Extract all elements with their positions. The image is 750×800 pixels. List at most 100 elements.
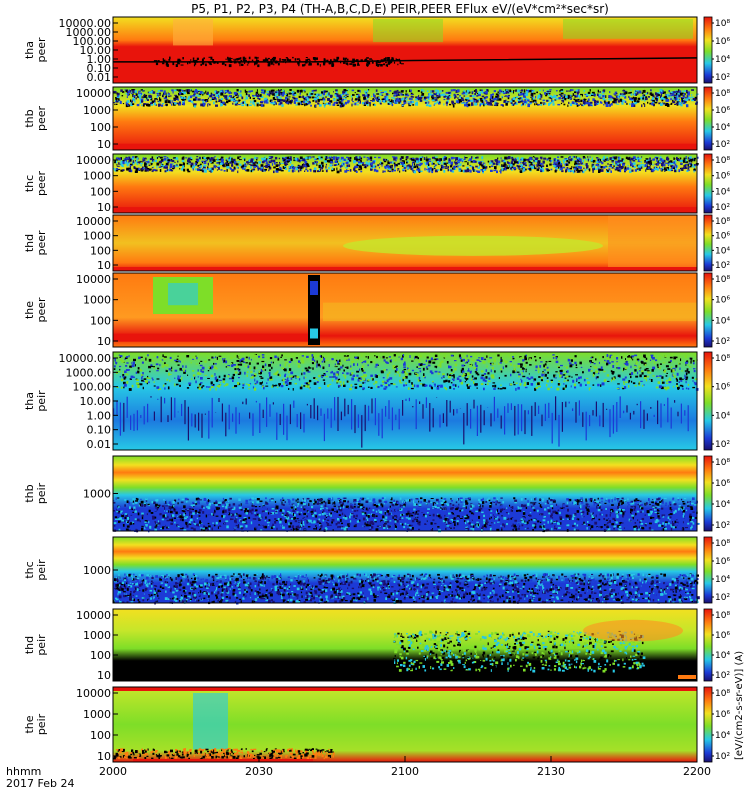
panel-thc-peir: 1000 thc peir: [23, 536, 700, 605]
colorbar-tick-label: 10²: [715, 203, 730, 213]
colorbar-tick-label: 10⁴: [715, 246, 730, 256]
colorbar-scale: [703, 153, 713, 214]
x-tick-label: 2200: [683, 765, 711, 778]
y-tick-label: 100: [90, 314, 111, 327]
colorbar-tick-label: 10²: [715, 521, 730, 531]
colorbar-scale: [703, 686, 713, 763]
y-axis-label-species: peir: [35, 559, 48, 581]
x-axis-label-date: 2017 Feb 24: [6, 777, 74, 790]
y-axis-label-probe: thc: [23, 175, 36, 192]
y-axis-label-probe: the: [23, 715, 36, 733]
speckle-noise: [113, 156, 699, 174]
colorbar-scale: [703, 86, 713, 151]
speckle-noise: [113, 497, 700, 533]
x-axis-label-hhmm: hhmm: [6, 765, 41, 778]
colorbar-tick-label: 10⁸: [715, 19, 730, 29]
y-axis-label-species: peer: [35, 297, 48, 323]
colorbar-scale: [703, 608, 713, 682]
y-tick-label: 1000: [83, 629, 111, 642]
y-tick-label: 1000: [83, 488, 111, 501]
y-tick-label: 1000: [83, 294, 111, 307]
colorbar-thb-peir: 10² 10⁴ 10⁶ 10⁸: [703, 455, 730, 532]
y-tick-label: 10: [97, 669, 111, 682]
colorbar-tick-label: 10⁴: [715, 316, 730, 326]
colorbar-tick-label: 10⁶: [715, 710, 730, 720]
panel-thb-peer: 10000 1000 100 10 thb peer: [23, 86, 699, 151]
y-axis-label-species: peir: [35, 390, 48, 412]
y-axis-label-species: peer: [35, 230, 48, 256]
colorbar-tick-label: 10⁶: [715, 296, 730, 306]
y-axis-label-probe: tha: [23, 392, 36, 410]
x-tick-label: 2030: [245, 765, 273, 778]
colorbar-tha-peir: 10² 10⁴ 10⁶ 10⁸: [703, 351, 730, 451]
colorbar-thb-peer: 10² 10⁴ 10⁶ 10⁸: [703, 86, 730, 151]
colorbar-tick-label: 10⁸: [715, 689, 730, 699]
colorbar-scale: [703, 272, 713, 348]
speckle-noise: [113, 89, 699, 108]
panel-frame: [112, 86, 698, 151]
panel-frame: [112, 608, 698, 682]
panel-the-peer: 10000 1000 100 10 the peer: [23, 272, 698, 348]
y-tick-label: 10: [97, 335, 111, 348]
y-axis-label-species: peer: [35, 37, 48, 63]
colorbar-scale: [703, 455, 713, 532]
colorbar-tick-label: 10⁶: [715, 631, 730, 641]
colorbar-scale: [703, 536, 713, 604]
y-tick-label: 100.00: [73, 35, 112, 48]
colorbar-tick-label: 10⁶: [715, 557, 730, 567]
panel-thd-peir: 10000 1000 100 10 thd peir: [23, 608, 698, 682]
colorbar-thc-peir: 10² 10⁴ 10⁶ 10⁸: [703, 536, 730, 604]
y-tick-label: 10: [97, 138, 111, 151]
colorbar-tick-label: 10⁸: [715, 458, 730, 468]
colorbar-tick-label: 10²: [715, 261, 730, 271]
y-tick-label: 100: [90, 729, 111, 742]
y-tick-label: 0.10: [87, 424, 112, 437]
y-tick-label: 100: [90, 244, 111, 257]
colorbar-tick-label: 10²: [715, 73, 730, 83]
colorbar-units-label: [eV/(cm2-s-sr-eV)] (A): [734, 651, 745, 760]
y-tick-label: 1000: [83, 708, 111, 721]
y-tick-label: 1000: [83, 230, 111, 243]
colorbar-tick-label: 10²: [715, 593, 730, 603]
panel-frame: [112, 153, 698, 214]
speckle-black: [153, 56, 404, 68]
colorbar-the-peer: 10² 10⁴ 10⁶ 10⁸: [703, 272, 730, 348]
y-tick-label: 10000: [76, 154, 111, 167]
panels-group: 10000.001000.00100.0010.001.000.100.01th…: [23, 16, 700, 763]
y-axis-label-probe: thd: [23, 636, 36, 654]
figure-title: P5, P1, P2, P3, P4 (TH-A,B,C,D,E) PEIR,P…: [191, 2, 609, 16]
colorbars-group: 10² 10⁴ 10⁶ 10⁸ 10² 10⁴ 10⁶ 10⁸ 10² 10⁴ 10⁶ 10⁸ 10² 1…: [703, 16, 730, 763]
y-axis-label-species: peer: [35, 106, 48, 132]
x-tick-label: 2130: [537, 765, 565, 778]
y-axis-label-species: peir: [35, 482, 48, 504]
colorbar-tick-label: 10⁶: [715, 479, 730, 489]
y-axis-label-species: peir: [35, 713, 48, 735]
y-axis-label-probe: thd: [23, 234, 36, 252]
colorbar-tick-label: 10⁴: [715, 187, 730, 197]
colorbar-tick-label: 10⁸: [715, 217, 730, 227]
y-tick-label: 10000: [76, 87, 111, 100]
colorbar-the-peir: 10² 10⁴ 10⁶ 10⁸: [703, 686, 730, 763]
colorbar-tha-peer: 10² 10⁴ 10⁶ 10⁸: [703, 16, 730, 84]
y-axis-label-probe: thb: [23, 109, 36, 127]
y-tick-label: 100: [90, 121, 111, 134]
y-tick-label: 10.00: [80, 44, 112, 57]
y-tick-label: 10000: [76, 687, 111, 700]
y-tick-label: 10000.00: [59, 17, 112, 30]
panel-frame: [112, 214, 698, 272]
colorbar-tick-label: 10⁸: [715, 275, 730, 285]
y-tick-label: 1000: [83, 170, 111, 183]
colorbar-tick-label: 10²: [715, 337, 730, 347]
y-tick-label: 10000: [76, 609, 111, 622]
y-tick-label: 0.01: [87, 71, 112, 84]
x-axis: 2000 2030 2100 2130 2200: [99, 756, 711, 778]
colorbar-tick-label: 10⁴: [715, 123, 730, 133]
colorbar-tick-label: 10⁶: [715, 383, 730, 393]
y-tick-label: 1000: [83, 564, 111, 577]
speckle-noise: [113, 573, 700, 605]
colorbar-scale: [703, 16, 713, 84]
y-axis-label-probe: tha: [23, 41, 36, 59]
